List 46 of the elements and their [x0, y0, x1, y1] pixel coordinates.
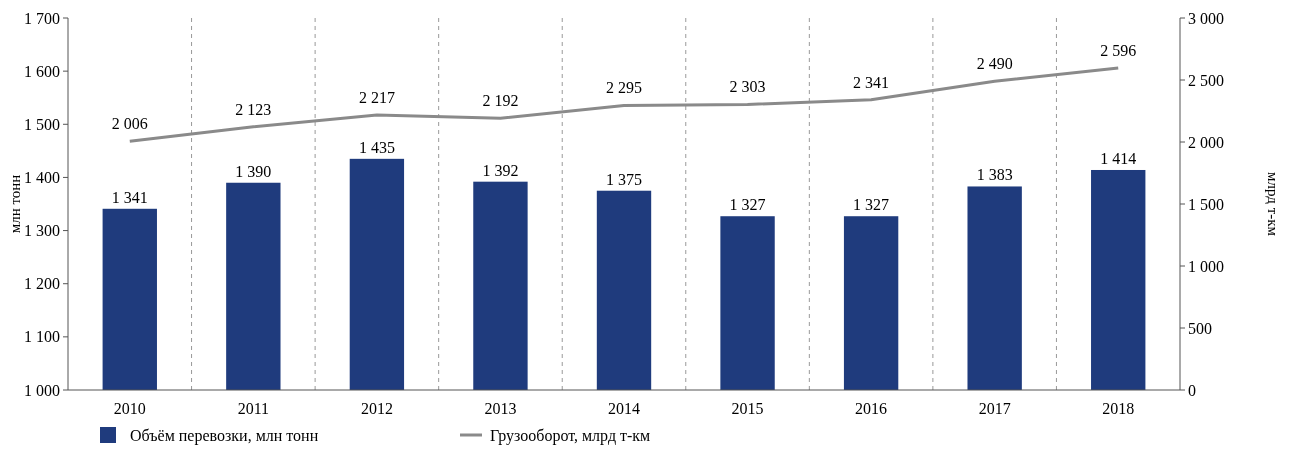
data-label: 1 390 [235, 162, 272, 180]
y-tick-label: 1 300 [24, 222, 60, 240]
y2-tick-label: 2 000 [1188, 133, 1224, 151]
data-label: 1 392 [482, 161, 519, 179]
y-tick-label: 1 000 [24, 381, 60, 399]
data-label: 1 414 [1100, 149, 1137, 167]
legend-label: Объём перевозки, млн тонн [130, 426, 319, 445]
data-label: 2 490 [976, 55, 1013, 73]
y-tick-label: 1 400 [24, 169, 60, 187]
data-label: 2 006 [111, 115, 148, 133]
data-label: 2 341 [853, 73, 890, 91]
y-axis-title: млн тонн [7, 174, 23, 234]
y2-tick-label: 1 000 [1188, 257, 1224, 275]
data-label: 2 217 [358, 89, 395, 107]
y2-tick-label: 1 500 [1188, 195, 1224, 213]
x-tick-label: 2010 [113, 400, 146, 417]
y2-tick-label: 3 000 [1188, 9, 1224, 27]
y-tick-label: 1 600 [24, 62, 60, 80]
data-label: 2 596 [1100, 42, 1137, 60]
data-label: 1 383 [976, 166, 1013, 184]
data-label: 2 295 [606, 79, 642, 97]
y2-tick-label: 2 500 [1188, 71, 1224, 89]
y2-tick-label: 500 [1188, 319, 1212, 337]
data-label: 1 435 [358, 138, 395, 156]
data-label: 1 341 [111, 188, 148, 206]
data-label: 1 327 [853, 196, 890, 214]
x-tick-label: 2015 [731, 400, 764, 417]
x-tick-label: 2017 [978, 400, 1011, 417]
x-tick-label: 2016 [855, 400, 888, 417]
y-tick-label: 1 500 [24, 115, 60, 133]
x-tick-label: 2012 [360, 400, 393, 417]
legend-label: Грузооборот, млрд т-км [490, 426, 651, 445]
data-label: 2 123 [235, 100, 272, 118]
y-tick-label: 1 200 [24, 275, 60, 293]
y-tick-label: 1 100 [24, 328, 60, 346]
y-tick-label: 1 700 [24, 9, 60, 27]
data-label: 2 192 [482, 92, 519, 110]
data-label: 1 375 [606, 170, 642, 188]
data-label: 2 303 [729, 78, 766, 96]
x-tick-label: 2018 [1102, 400, 1135, 417]
x-tick-label: 2014 [608, 400, 640, 417]
data-label: 1 327 [729, 196, 766, 214]
x-tick-label: 2013 [484, 400, 517, 417]
y2-axis-title: млрд т-км [1265, 172, 1281, 237]
y2-tick-label: 0 [1188, 381, 1196, 399]
x-tick-label: 2011 [237, 400, 270, 417]
